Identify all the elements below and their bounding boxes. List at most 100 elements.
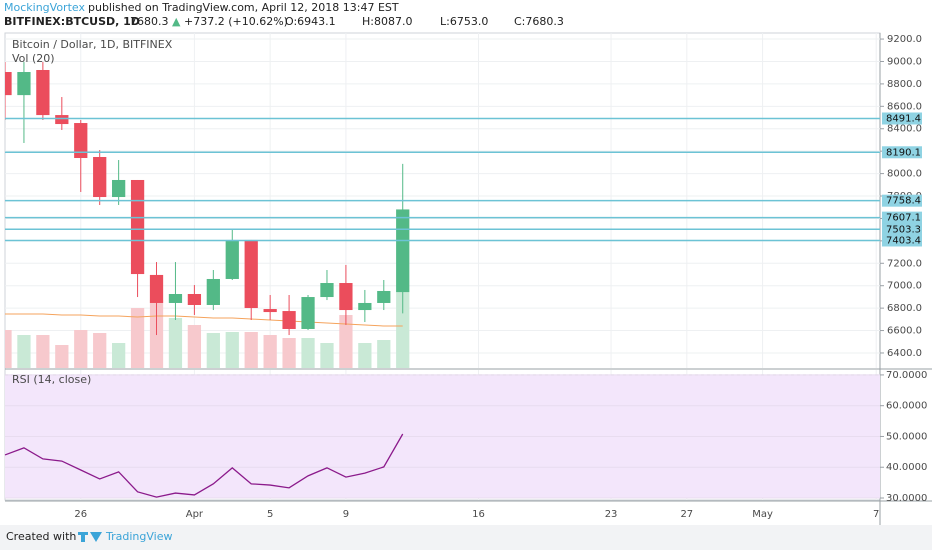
volume-bar [93, 333, 107, 368]
x-tick-label: Apr [186, 509, 204, 520]
candle-body [320, 283, 334, 298]
candle-body [396, 209, 410, 293]
candle-body [263, 309, 277, 313]
y-tick-label: 9200.0 [887, 34, 922, 45]
volume-bar [244, 332, 258, 368]
y-tick-label: 9000.0 [887, 56, 922, 67]
close: C:7680.3 [514, 15, 564, 28]
last-price: 7680.3 [130, 15, 169, 28]
footer-brand[interactable]: TradingView [105, 530, 172, 543]
price-label: 8190.1 [886, 147, 921, 158]
price-label: 7503.3 [886, 224, 921, 235]
candle-body [377, 290, 391, 303]
x-tick-label: May [752, 509, 773, 520]
y-tick-label: 70.0000 [886, 370, 927, 381]
candle-body [149, 274, 164, 303]
volume-bar [320, 343, 334, 368]
price-series [5, 62, 410, 368]
published: published on TradingView.com, April 12, … [88, 1, 399, 14]
high: H:8087.0 [362, 15, 412, 28]
candle-body [301, 297, 315, 329]
price-label: 7758.4 [886, 196, 921, 207]
volume-bar [5, 330, 12, 368]
volume-bar [168, 318, 183, 368]
volume-bar [301, 338, 315, 368]
candle-body [282, 311, 296, 329]
tv-logo [78, 532, 102, 542]
y-tick-label: 40.0000 [886, 462, 927, 473]
y-tick-label: 30.0000 [886, 493, 927, 504]
rsi-line [4, 433, 404, 498]
price-label-bg [882, 194, 922, 207]
volume-bar [130, 308, 145, 368]
candle-body [225, 239, 239, 279]
volume-title: Vol (20) [12, 52, 55, 65]
y-tick-label: 60.0000 [886, 401, 927, 412]
volume-bar [358, 343, 372, 368]
y-tick-label: 8600.0 [887, 101, 922, 112]
volume-bar [377, 340, 391, 368]
volume-bar [36, 335, 50, 368]
y-tick-label: 8000.0 [887, 169, 922, 180]
volume-bar [55, 345, 69, 368]
y-tick-label: 8400.0 [887, 124, 922, 135]
volume-ma [5, 313, 403, 327]
candle-body [130, 179, 145, 275]
volume-bar [339, 315, 353, 368]
candle-body [55, 115, 69, 125]
y-tick-label: 6400.0 [887, 348, 922, 359]
x-tick-label: 26 [74, 509, 87, 520]
open: O:6943.1 [285, 15, 336, 28]
x-tick-label: 16 [472, 509, 485, 520]
price-label-bg [882, 146, 922, 159]
y-tick-label: 6600.0 [887, 326, 922, 337]
price-label-bg [882, 112, 922, 125]
x-tick-label: 7 [873, 509, 879, 520]
volume-bar [187, 325, 202, 368]
candle-body [358, 302, 372, 311]
candle-body [36, 69, 50, 116]
volume-bar [396, 292, 410, 368]
volume-bar [206, 333, 220, 368]
candle-body [187, 294, 202, 305]
price-label: 8491.4 [886, 113, 921, 124]
price-label-bg [882, 211, 922, 224]
candle-body [112, 179, 126, 198]
candle-body [339, 283, 353, 311]
x-tick-label: 23 [605, 509, 618, 520]
footer-bar [0, 525, 932, 550]
low: L:6753.0 [440, 15, 488, 28]
chart-title: Bitcoin / Dollar, 1D, BITFINEX [12, 38, 173, 51]
candle-body [206, 278, 220, 305]
y-tick-label: 8800.0 [887, 79, 922, 90]
change: +737.2 (+10.62%) [184, 15, 288, 28]
volume-bar [225, 332, 239, 368]
symbol: BITFINEX:BTCUSD, 1D [4, 15, 140, 28]
volume-bar [282, 338, 296, 368]
candle-body [168, 294, 183, 303]
y-tick-label: 7200.0 [887, 258, 922, 269]
footer-created: Created with [6, 530, 76, 543]
volume-bar [17, 335, 31, 368]
candle-body [93, 156, 107, 198]
candle-body [5, 72, 12, 96]
x-tick-label: 27 [680, 509, 693, 520]
x-tick-label: 9 [343, 509, 349, 520]
price-label: 7403.4 [886, 235, 921, 246]
author[interactable]: MockingVortex [4, 1, 85, 14]
arrow: ▲ [172, 15, 181, 28]
x-tick-label: 5 [267, 509, 273, 520]
price-label-bg [882, 234, 922, 247]
price-label-bg [882, 223, 922, 236]
volume-bar [263, 335, 277, 368]
price-label: 7607.1 [886, 213, 921, 224]
candle-body [74, 123, 88, 159]
candle-body [244, 239, 258, 309]
candle-body [17, 72, 31, 96]
y-tick-label: 7000.0 [887, 281, 922, 292]
rsi-title: RSI (14, close) [12, 373, 91, 386]
y-tick-label: 50.0000 [886, 431, 927, 442]
y-tick-label: 6800.0 [887, 303, 922, 314]
